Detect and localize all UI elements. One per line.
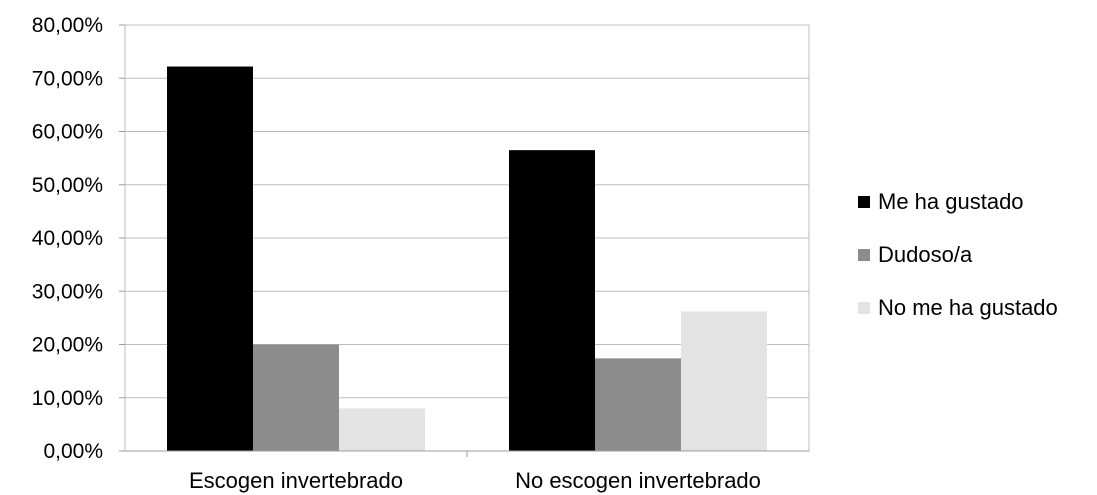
y-tick-label: 70,00% [32, 67, 103, 90]
bar-me-ha-gustado-2 [509, 150, 595, 451]
x-category-label: Escogen invertebrado [189, 468, 403, 493]
bar-no-me-ha-gustado-1 [339, 408, 425, 451]
bar-no-me-ha-gustado-2 [681, 311, 767, 451]
legend: Me ha gustado Dudoso/a No me ha gustado [858, 189, 1058, 320]
bar-dudoso-a-2 [595, 358, 681, 451]
y-tick-label: 80,00% [32, 14, 103, 37]
y-tick-label: 50,00% [32, 174, 103, 197]
legend-swatch [858, 249, 870, 261]
legend-label: Me ha gustado [878, 189, 1024, 214]
x-axis: Escogen invertebrado No escogen invertebr… [125, 450, 809, 493]
legend-label: Dudoso/a [878, 242, 973, 267]
legend-swatch [858, 302, 870, 314]
y-tick-label: 40,00% [32, 227, 103, 250]
x-category-label: No escogen invertebrado [515, 468, 761, 493]
bars [167, 66, 767, 451]
y-tick-label: 60,00% [32, 121, 103, 144]
legend-label: No me ha gustado [878, 295, 1058, 320]
y-axis: 0,00% 10,00% 20,00% 30,00% 40,00% 50,00% 60,00… [32, 14, 125, 463]
bar-dudoso-a-1 [253, 344, 339, 451]
legend-swatch [858, 196, 870, 208]
bar-me-ha-gustado-1 [167, 66, 253, 451]
y-tick-label: 30,00% [32, 280, 103, 303]
y-tick-label: 10,00% [32, 387, 103, 410]
y-tick-label: 0,00% [43, 440, 103, 463]
y-tick-label: 20,00% [32, 334, 103, 357]
